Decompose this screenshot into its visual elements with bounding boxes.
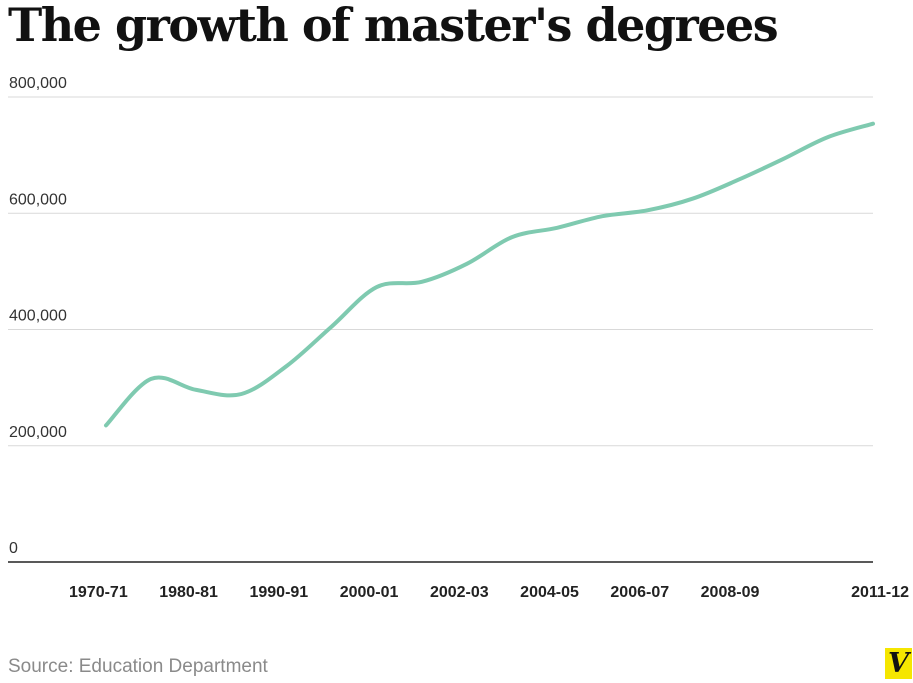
- x-tick-label: 2000-01: [340, 584, 399, 601]
- x-tick-label: 1990-91: [249, 584, 308, 601]
- series-line-masters-degrees: [104, 121, 875, 428]
- y-tick-label: 400,000: [9, 308, 67, 325]
- y-tick-label: 600,000: [9, 191, 67, 208]
- line-chart: 0 200,000 400,000 600,000 800,000 1970-71 198…: [8, 75, 909, 601]
- y-tick-label: 800,000: [9, 75, 67, 92]
- x-tick-label: 2004-05: [520, 584, 579, 601]
- chart-title: The growth of master's degrees: [8, 0, 779, 52]
- x-tick-label: 2002-03: [430, 584, 489, 601]
- x-tick-label: 2008-09: [701, 584, 760, 601]
- source-note: Source: Education Department: [8, 656, 268, 677]
- vox-logo[interactable]: V: [885, 648, 912, 679]
- vox-logo-letter: V: [888, 648, 909, 679]
- x-tick-label: 1970-71: [69, 584, 128, 601]
- x-axis-tick-labels: 1970-71 1980-81 1990-91 2000-01 2002-03 2004-…: [69, 584, 909, 601]
- y-axis-tick-labels: 0 200,000 400,000 600,000 800,000: [9, 75, 67, 557]
- y-tick-label: 200,000: [9, 424, 67, 441]
- x-tick-label: 1980-81: [159, 584, 218, 601]
- x-tick-label: 2011-12: [851, 584, 909, 601]
- gridlines: [8, 96, 873, 447]
- y-tick-label: 0: [9, 540, 18, 557]
- x-tick-label: 2006-07: [610, 584, 669, 601]
